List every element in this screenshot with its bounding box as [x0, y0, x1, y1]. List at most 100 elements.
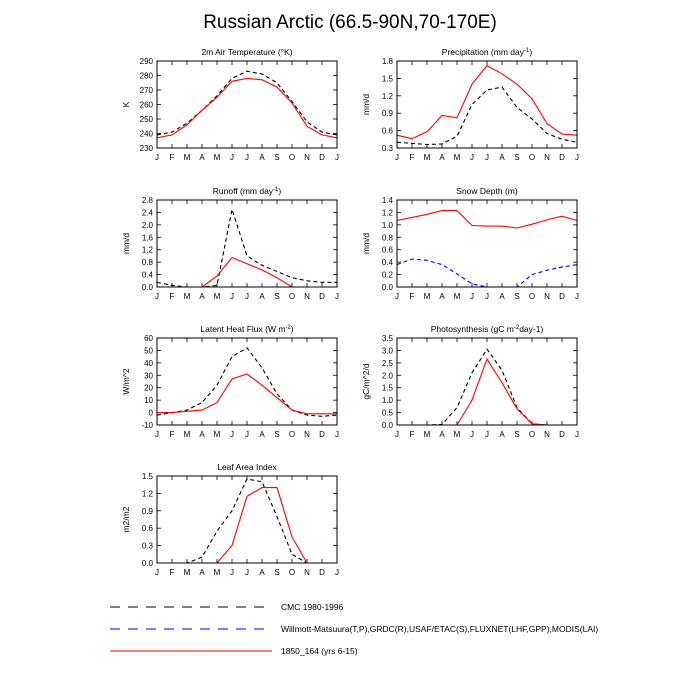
panel-5: Latent Heat Flux (W m-2) W/m^2 -10 0 10 20 30 4… — [121, 324, 339, 439]
x-tick-label: N — [304, 153, 310, 162]
panel-2: Precipitation (mm day-1) mm/d 0.3 0.6 0.9 1.2… — [361, 47, 579, 162]
x-tick-label: J — [470, 292, 474, 301]
x-tick-label: M — [214, 430, 221, 439]
y-tick-label: 280 — [140, 72, 154, 81]
x-tick-label: S — [274, 292, 279, 301]
x-tick-label: S — [274, 430, 279, 439]
x-tick-label: A — [259, 430, 265, 439]
x-tick-label: M — [424, 153, 431, 162]
x-tick-label: M — [424, 430, 431, 439]
x-tick-label: J — [230, 568, 234, 577]
y-tick-label: 0.6 — [142, 524, 154, 533]
x-tick-label: J — [470, 153, 474, 162]
y-tick-label: 1.0 — [382, 396, 394, 405]
x-tick-label: J — [230, 292, 234, 301]
x-tick-label: M — [184, 292, 191, 301]
y-tick-label: 290 — [140, 57, 154, 66]
x-tick-label: J — [395, 153, 399, 162]
x-tick-label: J — [485, 430, 489, 439]
series-line-2 — [157, 373, 337, 415]
x-tick-label: J — [575, 430, 579, 439]
x-tick-label: J — [575, 153, 579, 162]
x-tick-label: J — [155, 153, 159, 162]
x-tick-label: A — [499, 292, 505, 301]
y-tick-label: 1.0 — [382, 221, 394, 230]
x-tick-label: N — [304, 292, 310, 301]
series-line-1 — [156, 207, 337, 288]
x-tick-label: M — [214, 568, 221, 577]
y-tick-label: -10 — [141, 421, 153, 430]
y-tick-label: 2.0 — [382, 371, 394, 380]
series-line-2 — [396, 64, 578, 140]
x-tick-label: D — [319, 568, 325, 577]
panel-title: Runoff (mm day-1) — [213, 186, 282, 196]
y-tick-label: 0.0 — [142, 283, 154, 292]
y-tick-label: 230 — [140, 144, 154, 153]
x-tick-label: J — [335, 568, 339, 577]
y-axis-label: gC/m^2/d — [361, 363, 371, 399]
y-tick-label: 1.5 — [382, 74, 394, 83]
y-tick-label: 0.8 — [142, 258, 154, 267]
x-tick-label: A — [199, 568, 205, 577]
y-axis-label: mm/d — [121, 233, 131, 255]
x-tick-label: S — [514, 153, 519, 162]
x-tick-label: J — [245, 568, 249, 577]
plot-frame — [396, 60, 578, 149]
y-tick-label: 0.4 — [382, 258, 394, 267]
x-tick-label: J — [395, 292, 399, 301]
panel-title: Precipitation (mm day-1) — [442, 47, 533, 57]
y-tick-label: 20 — [144, 384, 153, 393]
x-tick-label: A — [259, 292, 265, 301]
x-tick-label: A — [259, 568, 265, 577]
x-tick-label: F — [170, 568, 175, 577]
y-tick-label: 0.2 — [382, 271, 394, 280]
x-tick-label: M — [184, 568, 191, 577]
y-tick-label: 50 — [144, 346, 153, 355]
series-line-1 — [396, 258, 578, 288]
x-tick-label: O — [529, 430, 535, 439]
y-tick-label: 30 — [144, 371, 153, 380]
y-tick-label: 0.5 — [382, 409, 394, 418]
x-tick-label: M — [454, 292, 461, 301]
x-tick-label: O — [289, 568, 295, 577]
x-tick-label: J — [335, 430, 339, 439]
x-tick-label: J — [485, 292, 489, 301]
series-line-2 — [396, 210, 578, 229]
x-tick-label: J — [230, 430, 234, 439]
y-tick-label: 1.6 — [142, 233, 154, 242]
x-tick-label: J — [245, 430, 249, 439]
series-line-1 — [157, 478, 337, 564]
x-tick-label: N — [304, 568, 310, 577]
x-tick-label: D — [559, 153, 565, 162]
x-tick-label: F — [410, 430, 415, 439]
y-tick-label: 0.0 — [382, 421, 394, 430]
x-tick-label: S — [274, 568, 279, 577]
y-tick-label: 0.0 — [382, 283, 394, 292]
x-tick-label: A — [439, 292, 445, 301]
y-tick-label: 1.5 — [142, 472, 154, 481]
y-tick-label: 250 — [140, 115, 154, 124]
x-tick-label: M — [424, 292, 431, 301]
x-tick-label: O — [289, 153, 295, 162]
x-tick-label: J — [245, 292, 249, 301]
x-tick-label: J — [470, 430, 474, 439]
x-tick-label: M — [454, 430, 461, 439]
panel-7: Leaf Area Index m2/m2 0.0 0.3 0.6 0.9 1.2 1.5 J F… — [121, 462, 339, 577]
y-tick-label: 1.2 — [142, 246, 154, 255]
x-tick-label: A — [199, 153, 205, 162]
x-tick-label: A — [499, 153, 505, 162]
y-axis-label: mm/d — [361, 94, 371, 116]
x-tick-label: J — [230, 153, 234, 162]
x-tick-label: J — [335, 153, 339, 162]
x-tick-label: J — [575, 292, 579, 301]
x-tick-label: S — [274, 153, 279, 162]
y-tick-label: 0.9 — [142, 507, 154, 516]
x-tick-label: J — [155, 430, 159, 439]
x-tick-label: O — [289, 430, 295, 439]
y-tick-label: 1.2 — [382, 92, 394, 101]
x-tick-label: A — [199, 430, 205, 439]
y-tick-label: 0.0 — [142, 559, 154, 568]
x-tick-label: M — [454, 153, 461, 162]
panel-title: Latent Heat Flux (W m-2) — [200, 324, 293, 334]
y-tick-label: 1.5 — [382, 384, 394, 393]
